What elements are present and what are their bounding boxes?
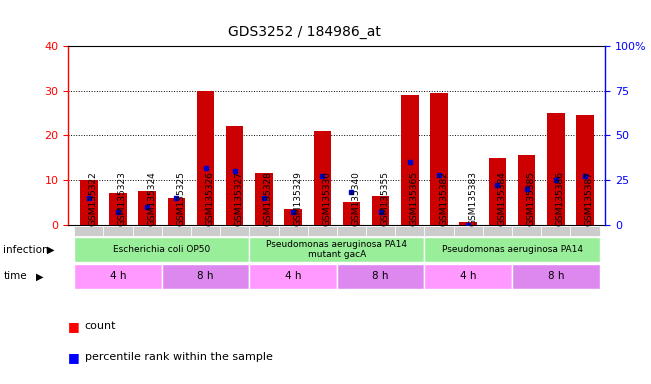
Text: GSM135383: GSM135383 — [468, 171, 477, 227]
Bar — [249, 227, 279, 236]
Text: GSM135384: GSM135384 — [497, 172, 506, 227]
Bar — [104, 227, 133, 236]
Bar — [424, 237, 600, 262]
Text: ■: ■ — [68, 320, 80, 333]
Bar — [279, 227, 308, 236]
Bar — [74, 237, 249, 262]
Text: GSM135324: GSM135324 — [147, 172, 156, 227]
Bar — [337, 227, 366, 236]
Text: infection: infection — [3, 245, 49, 255]
Bar — [483, 227, 512, 236]
Text: 4 h: 4 h — [460, 271, 477, 281]
Text: ▶: ▶ — [36, 271, 44, 281]
Text: GSM135387: GSM135387 — [585, 171, 594, 227]
Bar — [342, 202, 360, 225]
Bar — [366, 227, 395, 236]
Text: GSM135386: GSM135386 — [556, 171, 565, 227]
Text: GSM135326: GSM135326 — [206, 172, 215, 227]
Bar — [395, 227, 424, 236]
Bar — [284, 209, 302, 225]
Text: GSM135328: GSM135328 — [264, 172, 273, 227]
Bar — [249, 237, 424, 262]
Text: GSM135327: GSM135327 — [235, 172, 243, 227]
Bar — [226, 126, 243, 225]
Bar — [109, 194, 127, 225]
Bar — [512, 264, 600, 289]
Text: 8 h: 8 h — [197, 271, 214, 281]
Bar — [308, 227, 337, 236]
Text: 4 h: 4 h — [285, 271, 301, 281]
Bar — [80, 180, 98, 225]
Text: percentile rank within the sample: percentile rank within the sample — [85, 352, 273, 362]
Text: GSM135329: GSM135329 — [293, 172, 302, 227]
Bar — [489, 158, 506, 225]
Bar — [430, 93, 448, 225]
Text: Escherichia coli OP50: Escherichia coli OP50 — [113, 245, 210, 254]
Text: GDS3252 / 184986_at: GDS3252 / 184986_at — [228, 25, 381, 39]
Bar — [249, 264, 337, 289]
Bar — [424, 264, 512, 289]
Bar — [424, 227, 454, 236]
Bar — [401, 95, 419, 225]
Text: Pseudomonas aeruginosa PA14
mutant gacA: Pseudomonas aeruginosa PA14 mutant gacA — [266, 240, 408, 259]
Bar — [167, 198, 185, 225]
Text: GSM135325: GSM135325 — [176, 172, 186, 227]
Text: GSM135322: GSM135322 — [89, 172, 98, 227]
Text: 4 h: 4 h — [110, 271, 126, 281]
Bar — [161, 264, 249, 289]
Bar — [191, 227, 220, 236]
Text: count: count — [85, 321, 116, 331]
Text: 8 h: 8 h — [372, 271, 389, 281]
Text: GSM135330: GSM135330 — [322, 171, 331, 227]
Bar — [314, 131, 331, 225]
Bar — [570, 227, 600, 236]
Bar — [133, 227, 161, 236]
Bar — [518, 156, 535, 225]
Bar — [161, 227, 191, 236]
Text: GSM135355: GSM135355 — [381, 171, 390, 227]
Bar — [541, 227, 570, 236]
Text: ▶: ▶ — [47, 245, 55, 255]
Bar — [139, 191, 156, 225]
Bar — [512, 227, 541, 236]
Text: ■: ■ — [68, 351, 80, 364]
Text: GSM135365: GSM135365 — [410, 171, 419, 227]
Bar — [197, 91, 214, 225]
Bar — [337, 264, 424, 289]
Bar — [460, 222, 477, 225]
Text: time: time — [3, 271, 27, 281]
Text: GSM135385: GSM135385 — [527, 171, 536, 227]
Bar — [74, 227, 104, 236]
Bar — [372, 195, 389, 225]
Bar — [220, 227, 249, 236]
Text: GSM135382: GSM135382 — [439, 172, 448, 227]
Text: GSM135340: GSM135340 — [352, 172, 361, 227]
Text: GSM135323: GSM135323 — [118, 172, 127, 227]
Text: Pseudomonas aeruginosa PA14: Pseudomonas aeruginosa PA14 — [441, 245, 583, 254]
Bar — [255, 173, 273, 225]
Bar — [547, 113, 564, 225]
Bar — [74, 264, 161, 289]
Bar — [576, 115, 594, 225]
Bar — [454, 227, 483, 236]
Text: 8 h: 8 h — [547, 271, 564, 281]
